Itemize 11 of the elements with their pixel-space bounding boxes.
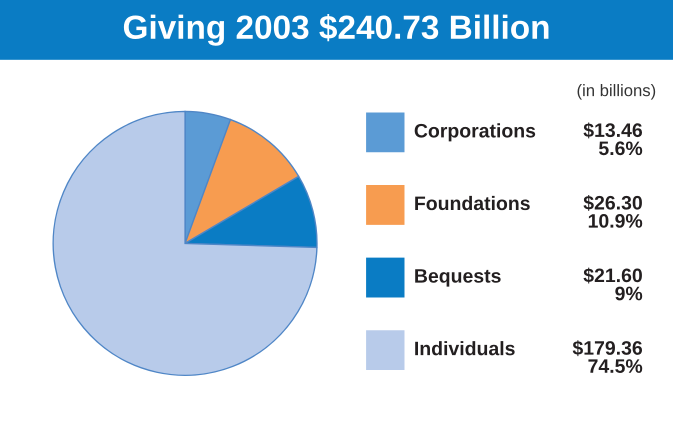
legend-label: Bequests (415, 269, 501, 287)
data-label: $21.60 9% (584, 268, 642, 300)
data-label: $26.30 10.9% (584, 195, 642, 228)
pie-slice (52, 110, 318, 376)
text: (in billions) (578, 84, 656, 100)
legend-label: Foundations (415, 196, 530, 210)
chart-title: Giving 2003 $240.73 Billion (124, 14, 548, 46)
legend-label: Corporations (414, 123, 536, 142)
data-label: $179.36 74.5% (572, 340, 642, 373)
legend-label: Individuals (415, 341, 515, 356)
data-label: $13.46 5.6% (584, 122, 642, 156)
